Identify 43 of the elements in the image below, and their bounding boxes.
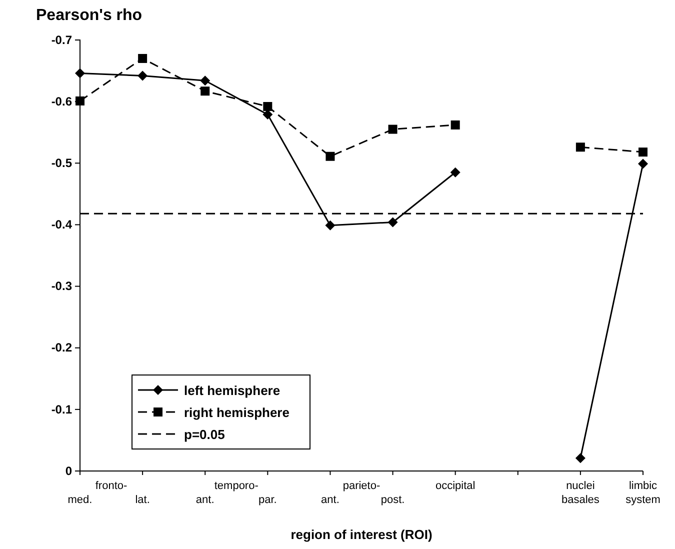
point bbox=[326, 152, 335, 161]
point bbox=[388, 124, 398, 134]
x-tick-label: ant. bbox=[321, 494, 340, 506]
point bbox=[138, 54, 148, 63]
y-tick-label: -0.6 bbox=[51, 94, 72, 108]
point bbox=[325, 220, 336, 230]
y-tick-label: -0.7 bbox=[51, 32, 72, 47]
legend-label: right hemisphere bbox=[184, 405, 290, 420]
point bbox=[262, 110, 273, 120]
x-tick-label: nuclei basales bbox=[561, 480, 600, 506]
point bbox=[200, 86, 210, 96]
point bbox=[76, 96, 84, 106]
point bbox=[638, 158, 648, 169]
point bbox=[638, 148, 648, 157]
y-tick-label: -0.1 bbox=[51, 402, 72, 416]
x-tick-label: post. bbox=[380, 494, 405, 506]
point bbox=[75, 68, 85, 78]
y-tick-label: -0.3 bbox=[51, 279, 72, 294]
point bbox=[450, 167, 460, 178]
x-tick-label: occipital bbox=[435, 480, 476, 492]
point bbox=[200, 76, 210, 86]
y-tick-label: -0.4 bbox=[51, 218, 72, 232]
point bbox=[263, 102, 272, 111]
point bbox=[388, 217, 398, 228]
y-tick-label: -0.5 bbox=[51, 156, 72, 170]
legend-label: p=0.05 bbox=[184, 427, 225, 442]
x-axis-title: region of interest (ROI) bbox=[290, 527, 432, 542]
x-tick-label: par. bbox=[258, 494, 277, 506]
legend-label: left hemisphere bbox=[184, 383, 280, 398]
x-tick-label: med. bbox=[68, 494, 92, 506]
point bbox=[576, 142, 585, 152]
y-axis-title: Pearson's rho bbox=[36, 7, 142, 24]
x-tick-label: lat. bbox=[135, 494, 150, 506]
y-tick-label: -0.2 bbox=[51, 340, 72, 355]
text: temporo- bbox=[214, 480, 259, 492]
x-tick-label: ant. bbox=[196, 494, 214, 506]
text: fronto- bbox=[95, 480, 128, 492]
y-tick-label: 0 bbox=[65, 464, 72, 478]
text: parieto- bbox=[342, 480, 380, 492]
point bbox=[450, 120, 460, 130]
x-tick-label: limbic system bbox=[626, 480, 660, 506]
point bbox=[138, 70, 148, 81]
point bbox=[575, 453, 586, 464]
